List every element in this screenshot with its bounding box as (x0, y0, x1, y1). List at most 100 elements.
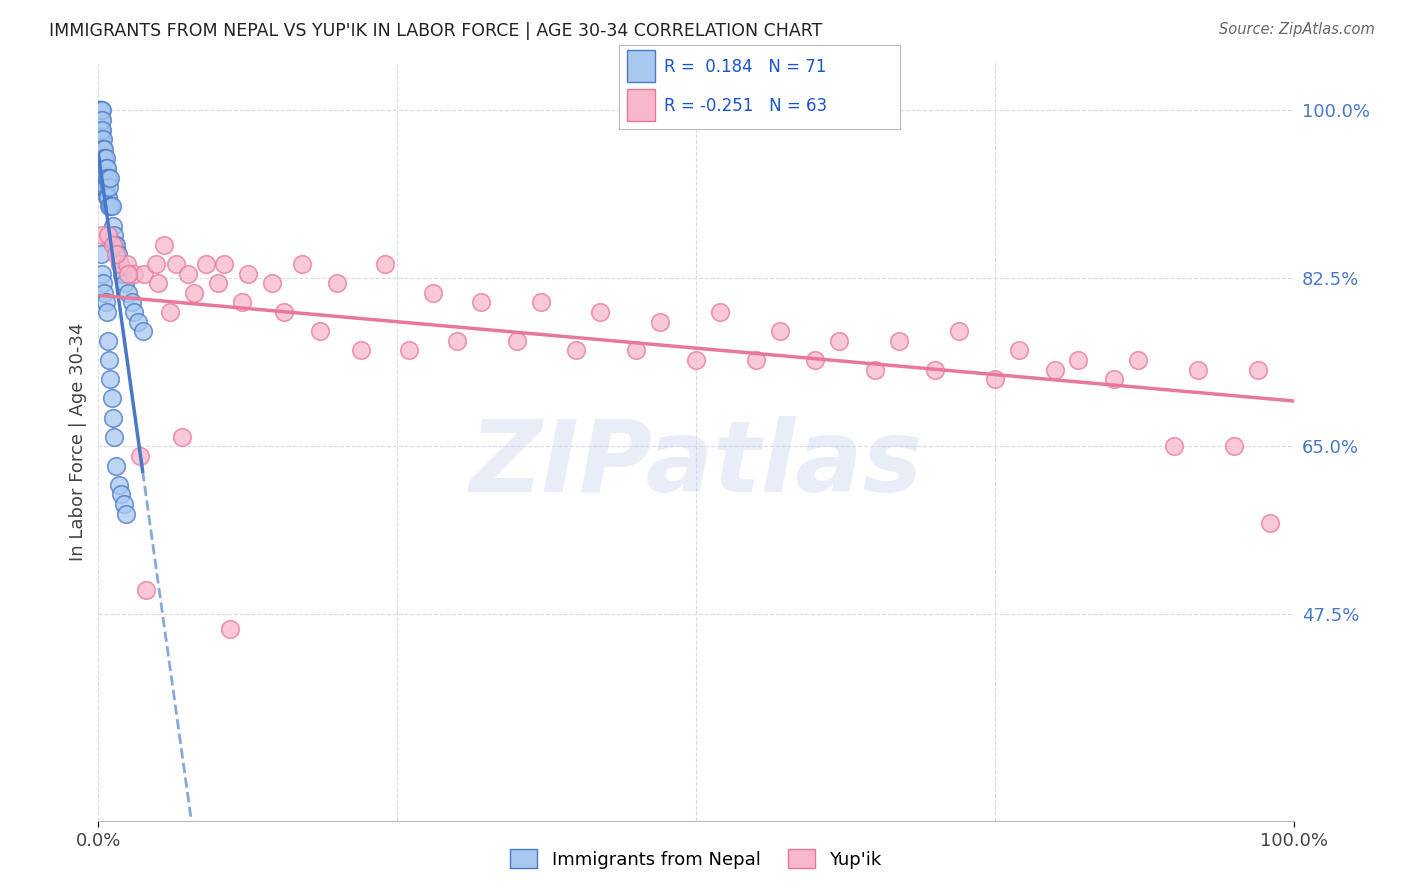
Bar (627, 88, 655, 120)
Point (745, 353, 768, 368)
Point (117, 267, 139, 281)
Point (768, 324, 790, 338)
Point (648, 315, 672, 329)
Point (104, 237, 127, 252)
Point (107, 477, 129, 491)
Point (124, 305, 146, 319)
Point (103, 430, 125, 444)
Point (924, 362, 946, 376)
Point (89, 103, 111, 118)
Point (1067, 353, 1090, 368)
Point (1104, 372, 1126, 386)
Point (172, 430, 194, 444)
Point (291, 257, 314, 271)
Point (93, 285, 115, 300)
Point (984, 372, 1007, 386)
Point (398, 343, 420, 358)
Point (148, 276, 170, 290)
Point (91, 276, 114, 290)
Point (91, 180, 114, 194)
Point (94, 152, 117, 166)
Point (1247, 362, 1270, 376)
Point (90, 103, 112, 118)
Point (96, 190, 118, 204)
Point (207, 276, 229, 290)
Point (350, 343, 373, 358)
Point (98, 199, 122, 213)
Point (273, 305, 295, 319)
Point (103, 228, 125, 243)
Text: Source: ZipAtlas.com: Source: ZipAtlas.com (1219, 22, 1375, 37)
Point (195, 257, 218, 271)
Point (98, 353, 121, 368)
Point (101, 219, 124, 233)
Point (112, 497, 135, 511)
Point (219, 622, 242, 636)
Point (153, 237, 176, 252)
Legend: Immigrants from Nepal, Yup'ik: Immigrants from Nepal, Yup'ik (503, 842, 889, 876)
Point (236, 267, 259, 281)
Point (565, 343, 588, 358)
Point (107, 247, 129, 261)
Point (374, 257, 396, 271)
Point (121, 295, 143, 310)
Point (530, 295, 553, 310)
Point (132, 267, 155, 281)
Point (183, 285, 205, 300)
Point (97, 170, 120, 185)
Point (115, 257, 138, 271)
Point (145, 257, 167, 271)
Point (1223, 439, 1246, 453)
Point (97, 228, 120, 243)
Bar (627, 50, 655, 82)
Point (422, 285, 444, 300)
Point (89, 103, 111, 118)
Point (105, 237, 128, 252)
Point (110, 487, 132, 501)
Point (90, 103, 112, 118)
Point (97, 190, 120, 204)
Point (94, 295, 117, 310)
Point (685, 353, 707, 368)
Point (100, 392, 122, 406)
Point (709, 305, 731, 319)
Point (948, 324, 970, 338)
Point (100, 199, 122, 213)
Point (98, 199, 121, 213)
Point (1008, 343, 1031, 358)
Point (117, 285, 139, 300)
Point (626, 343, 648, 358)
Point (98, 180, 121, 194)
Point (94, 180, 117, 194)
Point (90, 142, 112, 156)
Point (91, 152, 114, 166)
Point (93, 170, 115, 185)
Point (470, 295, 492, 310)
Point (91, 228, 114, 243)
Point (89, 103, 111, 118)
Point (91, 161, 114, 175)
Point (111, 267, 134, 281)
Point (90, 122, 112, 136)
Point (231, 295, 253, 310)
Point (506, 334, 529, 348)
Point (101, 410, 124, 425)
Point (91, 267, 114, 281)
Point (98, 170, 122, 185)
Point (108, 257, 131, 271)
Point (94, 161, 117, 175)
Point (105, 247, 128, 261)
Point (124, 267, 146, 281)
Point (446, 334, 468, 348)
Point (804, 353, 827, 368)
Point (177, 267, 200, 281)
Point (1128, 353, 1150, 368)
Point (108, 257, 131, 271)
Point (90, 132, 112, 146)
Text: ZIPatlas: ZIPatlas (470, 416, 922, 513)
Point (212, 257, 235, 271)
Point (96, 170, 118, 185)
Text: R =  0.184   N = 71: R = 0.184 N = 71 (664, 58, 825, 76)
Point (127, 315, 149, 329)
Point (96, 161, 118, 175)
